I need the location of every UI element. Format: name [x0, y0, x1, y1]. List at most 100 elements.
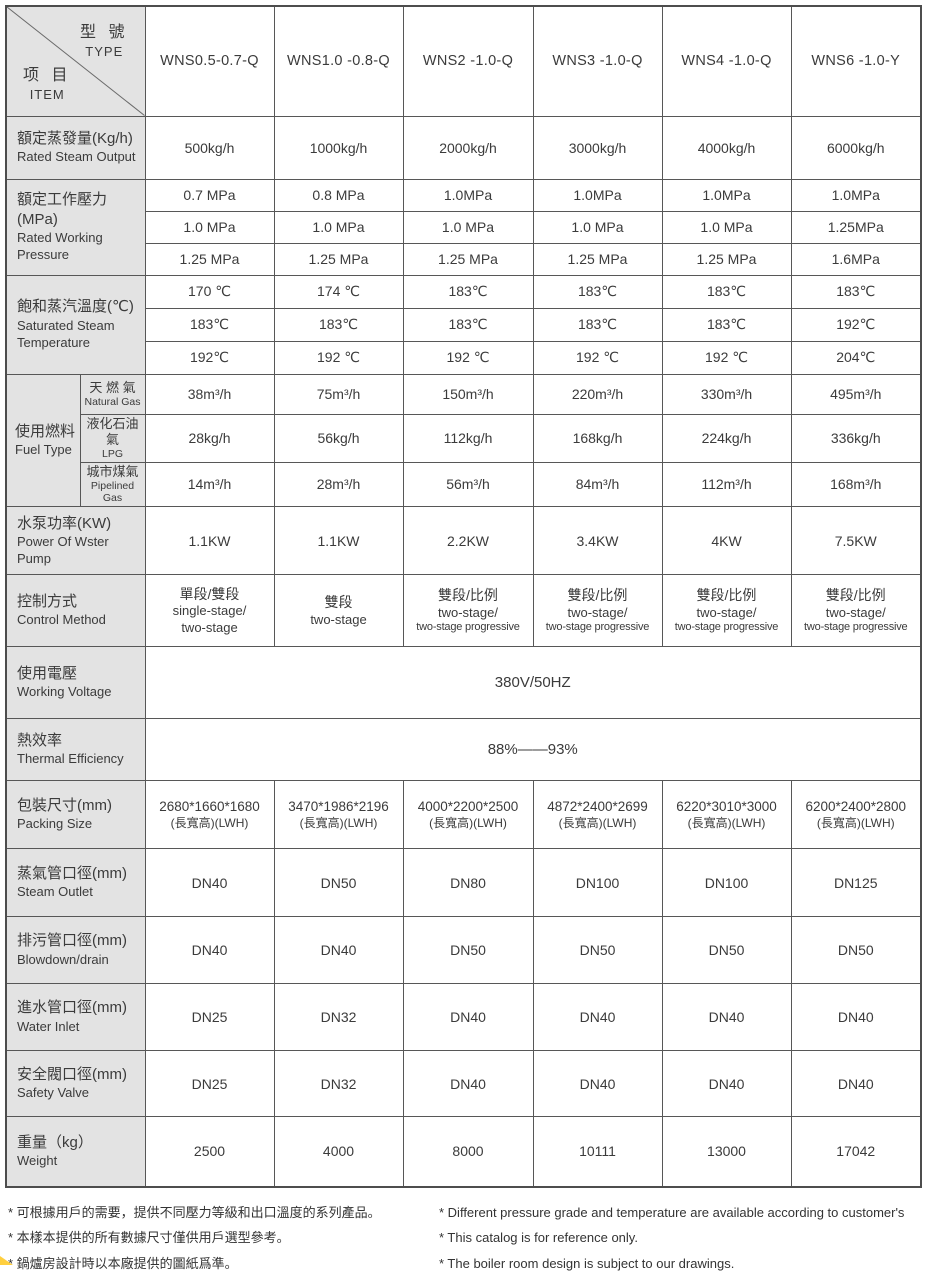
column-header-model: WNS2 -1.0-Q [402, 5, 534, 117]
value-cell: 168kg/h [532, 413, 663, 463]
value-cell: DN50 [273, 848, 404, 918]
value-cell: 192 ℃ [661, 340, 792, 375]
packing-lwh: (長寬高)(LWH) [816, 815, 895, 830]
value-cell: DN50 [402, 916, 534, 985]
control-line: two-stage progressive [545, 620, 650, 633]
row-packing-size: 包裝尺寸(mm) Packing Size 2680*1660*1680 (長寬… [5, 780, 922, 850]
value-cell: 3.4KW [532, 506, 663, 576]
value-cell: 1.6MPa [790, 242, 922, 276]
footnote-zh: * 本樣本提供的所有數據尺寸僅供用戶選型參考。 [8, 1230, 290, 1246]
value-cell: 雙段/比例 two-stage/ two-stage progressive [402, 574, 534, 648]
sublabel-zh: 液化石油氣 [86, 415, 139, 447]
packing-dims: 3470*1986*2196 [288, 798, 389, 814]
value-cell: 1000kg/h [273, 115, 404, 180]
value-cell: DN40 [790, 983, 922, 1052]
label-zh: 使用電壓 [17, 664, 78, 682]
footnotes-english: * Different pressure grade and temperatu… [439, 1204, 921, 1281]
value-cell: 2000kg/h [402, 115, 534, 180]
value-cell: 183℃ [532, 274, 663, 309]
value-cell: 1.0 MPa [661, 210, 792, 244]
value-cell: 1.1KW [144, 506, 275, 576]
value-cell: 1.0MPa [661, 178, 792, 212]
column-header-model: WNS4 -1.0-Q [661, 5, 792, 117]
value-cell: 112kg/h [402, 413, 534, 463]
value-cell: 1.0 MPa [144, 210, 275, 244]
value-cell: 4000 [273, 1116, 404, 1188]
label-zh: 控制方式 [17, 592, 78, 610]
value-cell: DN80 [402, 848, 534, 918]
row-steam-outlet: 蒸氣管口徑(mm) Steam Outlet DN40 DN50 DN80 DN… [5, 848, 922, 918]
row-label-weight: 重量（kg） Weight [5, 1116, 146, 1188]
value-cell: 2680*1660*1680 (長寬高)(LWH) [144, 780, 275, 850]
value-cell: DN40 [532, 983, 663, 1052]
type-label-en: TYPE [85, 43, 124, 59]
value-cell: DN32 [273, 1050, 404, 1118]
footnote-en: * Different pressure grade and temperatu… [439, 1204, 905, 1220]
value-cell: 1.0MPa [790, 178, 922, 212]
value-cell: 4000*2200*2500 (長寬高)(LWH) [402, 780, 534, 850]
control-line: two-stage/ [438, 604, 498, 620]
value-cell: 13000 [661, 1116, 792, 1188]
row-label-steam-output: 額定蒸發量(Kg/h) Rated Steam Output [5, 115, 146, 180]
value-cell: DN50 [661, 916, 792, 985]
packing-dims: 4000*2200*2500 [417, 798, 519, 814]
row-label-blowdown: 排污管口徑(mm) Blowdown/drain [5, 916, 146, 985]
label-zh: 重量（kg） [17, 1133, 93, 1151]
value-cell: 3470*1986*2196 (長寬高)(LWH) [273, 780, 404, 850]
label-en: Rated Steam Output [17, 149, 136, 165]
value-cell-thermal: 88%——93% [144, 718, 922, 782]
control-line: 雙段/比例 [438, 587, 498, 604]
type-label-zh: 型 號 [80, 24, 129, 41]
packing-dims: 6200*2400*2800 [805, 798, 907, 814]
value-cell: DN40 [144, 848, 275, 918]
value-cell: 4000kg/h [661, 115, 792, 180]
control-line: two-stage/ [825, 604, 886, 620]
control-line: 雙段/比例 [696, 587, 757, 604]
label-zh: 進水管口徑(mm) [17, 999, 127, 1017]
value-cell: DN100 [532, 848, 663, 918]
column-header-model: WNS3 -1.0-Q [532, 5, 663, 117]
row-label-water-inlet: 進水管口徑(mm) Water Inlet [5, 983, 146, 1052]
footnotes: * 可根據用戶的需要，提供不同壓力等級和出口溫度的系列產品。 * 本樣本提供的所… [8, 1204, 921, 1281]
value-cell: 192 ℃ [273, 340, 404, 375]
footnote-en: * This catalog is for reference only. [439, 1230, 638, 1246]
control-line: two-stage progressive [674, 620, 779, 633]
value-cell: 雙段/比例 two-stage/ two-stage progressive [532, 574, 663, 648]
value-cell: 6220*3010*3000 (長寬高)(LWH) [661, 780, 792, 850]
value-cell: 1.0 MPa [402, 210, 534, 244]
value-cell: 183℃ [402, 307, 534, 342]
value-cell: 192 ℃ [402, 340, 534, 375]
value-cell: 204℃ [790, 340, 922, 375]
value-cell: 183℃ [532, 307, 663, 342]
corner-header-cell: 型 號 TYPE 项 目 ITEM [5, 5, 146, 117]
label-en: Steam Outlet [17, 884, 93, 900]
label-en: Thermal Efficiency [17, 751, 124, 767]
value-cell: DN40 [661, 1050, 792, 1118]
fuel-sublabel-lpg: 液化石油氣 LPG [79, 413, 146, 463]
diagonal-divider-line [7, 7, 145, 116]
label-en: Power Of Wster Pump [17, 533, 109, 566]
value-cell: 150m³/h [402, 373, 534, 415]
value-cell: 192℃ [790, 307, 922, 342]
control-line: 雙段 [324, 594, 353, 611]
value-cell: DN125 [790, 848, 922, 918]
row-fuel-pipelined-gas: 城市煤氣 Pipelined Gas 14m³/h 28m³/h 56m³/h … [6, 461, 922, 508]
control-line: two-stage/ [567, 604, 628, 620]
row-blowdown: 排污管口徑(mm) Blowdown/drain DN40 DN40 DN50 … [5, 916, 922, 985]
row-label-working-voltage: 使用電壓 Working Voltage [5, 646, 146, 720]
label-zh: 額定工作壓力(MPa) [17, 190, 108, 229]
row-water-inlet: 進水管口徑(mm) Water Inlet DN25 DN32 DN40 DN4… [5, 983, 922, 1052]
value-cell: 1.25 MPa [273, 242, 404, 276]
sublabel-zh: 城市煤氣 [86, 463, 139, 479]
packing-lwh: (長寬高)(LWH) [299, 815, 378, 830]
value-cell: DN40 [402, 1050, 534, 1118]
value-cell: 雙段/比例 two-stage/ two-stage progressive [661, 574, 792, 648]
row-label-safety-valve: 安全閥口徑(mm) Safety Valve [5, 1050, 146, 1118]
row-control-method: 控制方式 Control Method 單段/雙段 single-stage/ … [5, 574, 922, 648]
value-cell: 220m³/h [532, 373, 663, 415]
fuel-sublabel-pipelined-gas: 城市煤氣 Pipelined Gas [79, 461, 146, 508]
value-cell: 183℃ [273, 307, 404, 342]
label-en: Weight [17, 1152, 58, 1168]
value-cell: 183℃ [144, 307, 275, 342]
sublabel-en: Natural Gas [84, 395, 141, 408]
